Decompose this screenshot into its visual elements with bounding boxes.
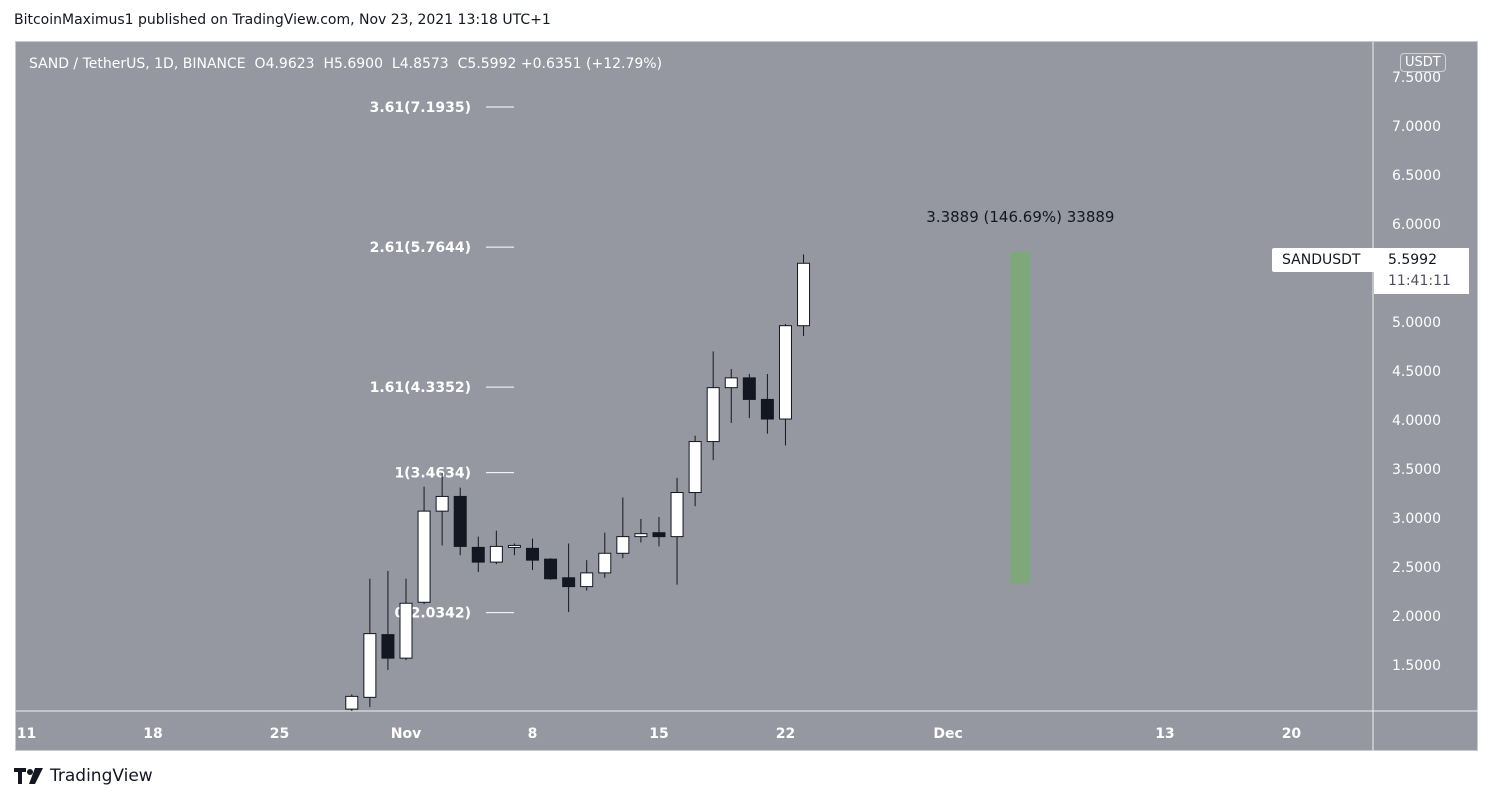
price-range-label: 3.3889 (146.69%) 33889 [926,208,1114,226]
price-tick-label: 4.5000 [1392,364,1441,380]
candle-body [525,547,539,561]
candle-body [489,545,503,563]
fib-level-label: 1.61(4.3352) [370,380,471,396]
time-tick-label: Nov [391,726,421,742]
footer-brand[interactable]: TradingView [14,766,153,786]
high-key: H [323,56,334,72]
time-tick-label: 8 [528,726,538,742]
close-key: C [457,56,468,72]
candle-body [562,577,576,588]
candle-body [345,695,359,710]
candle-body [363,633,377,698]
time-tick-label: 11 [17,726,36,742]
fib-level-label: 2.61(5.7644) [370,240,471,256]
candle-body [471,546,485,563]
price-tick-label: 6.0000 [1392,217,1441,233]
low-key: L [391,56,400,72]
candle-body [797,262,811,327]
symbol-legend: SAND / TetherUS, 1D, BINANCE O4.9623 H5.… [29,56,662,72]
open-value: 4.9623 [265,56,315,72]
price-tick-label: 7.0000 [1392,119,1441,135]
price-tick-label: 2.0000 [1392,609,1441,625]
time-tick-label: 20 [1282,726,1302,742]
price-tick-label: 1.5000 [1392,658,1441,674]
candles-group [345,254,811,711]
price-tick-label: 2.5000 [1392,560,1441,576]
high-value: 5.6900 [334,56,383,72]
price-tick-label: 5.0000 [1392,315,1441,331]
time-tick-label: 13 [1155,726,1174,742]
open-key: O [254,56,266,72]
time-tick-label: Dec [933,726,962,742]
footer-brand-name: TradingView [50,766,153,786]
candle-body [580,572,594,588]
price-tick-label: 7.5000 [1392,70,1441,86]
price-tick-label: 3.0000 [1392,511,1441,527]
last-price-box: 5.5992 11:41:11 [1374,248,1469,294]
candle-body [381,634,395,659]
price-tick-label: 6.5000 [1392,168,1441,184]
price-tick-label: 3.5000 [1392,462,1441,478]
price-range-measure [1010,252,1031,585]
time-tick-label: 25 [270,726,289,742]
last-price-symbol: SANDUSDT [1272,248,1375,272]
currency-badge[interactable]: USDT [1400,53,1446,72]
price-tick-label: 4.0000 [1392,413,1441,429]
time-tick-label: 15 [649,726,668,742]
candle-body [435,495,449,512]
candle-body [670,492,684,538]
candle-body [507,544,521,548]
last-price-label: SANDUSDT 5.5992 11:41:11 [1272,248,1469,294]
change-value: +0.6351 (+12.79%) [520,56,663,72]
chart-canvas[interactable]: 7.5000 7.0000 6.5000 6.0000 5.0000 4.5000 4.00… [16,42,1479,752]
bar-countdown: 11:41:11 [1388,273,1451,289]
fib-level-label: 0(2.0342) [394,606,471,622]
low-value: 4.8573 [399,56,449,72]
last-price-value: 5.5992 [1388,252,1437,268]
publish-line: BitcoinMaximus1 published on TradingView… [14,12,551,28]
candle-body [417,510,431,603]
candle-body [760,398,774,420]
candle-body [544,558,558,580]
candle-body [724,377,738,389]
chart-frame[interactable]: 7.5000 7.0000 6.5000 6.0000 5.0000 4.5000 4.00… [15,41,1479,752]
candle-body [616,536,630,554]
candle-body [652,532,666,538]
tradingview-logo-icon [14,768,43,784]
candle-body [742,377,756,400]
candle-body [706,387,720,443]
fib-level-label: 1(3.4634) [394,466,471,482]
close-value: 5.5992 [467,56,517,72]
candle-body [778,325,792,420]
candle-body [399,602,413,659]
candle-body [688,441,702,494]
candle-body [453,495,467,547]
fib-level-label: 3.61(7.1935) [370,100,471,116]
time-tick-label: 18 [143,726,162,742]
candle-body [634,533,648,538]
time-tick-label: 22 [776,726,795,742]
candle-body [598,552,612,574]
symbol-name: SAND / TetherUS, 1D, BINANCE [29,56,246,72]
